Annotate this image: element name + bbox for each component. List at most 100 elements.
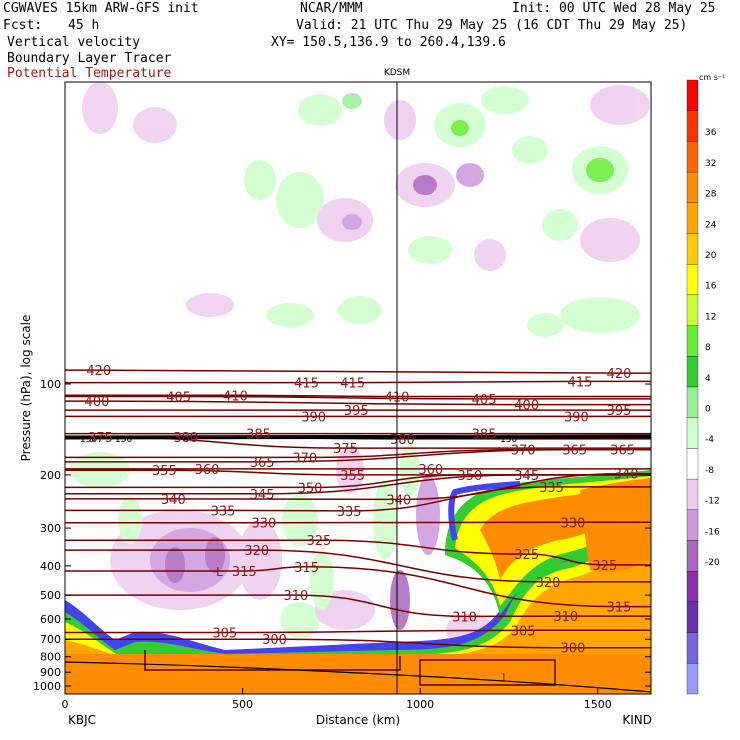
theta-label: 370 [292,451,317,466]
colorbar-level: -20 [705,558,720,568]
tracer-label: 150 [80,435,97,445]
theta-contour [65,380,651,384]
theta-label: 350 [457,469,482,484]
x-tick-label: 0 [62,698,69,711]
theta-label: 325 [514,548,539,563]
theta-label: 315 [232,565,257,580]
theta-label: 375 [333,442,358,457]
colorbar-swatch [686,601,699,633]
theta-label: 340 [614,468,639,483]
theta-label: 360 [195,463,220,478]
theta-label: 310 [283,589,308,604]
y-tick-label: 800 [40,651,61,664]
colorbar-swatch [686,233,699,265]
theta-contour [65,594,651,618]
boundary-layer-tracer [65,434,651,693]
theta-label: 315 [294,561,319,576]
theta-label: 340 [161,493,186,508]
colorbar-swatch [686,171,699,203]
theta-label: 320 [536,576,561,591]
theta-label: 420 [607,367,632,382]
theta-label: 335 [539,481,564,496]
y-tick-label: 600 [40,613,61,626]
theta-contour [65,369,651,374]
x-tick-label: 1000 [406,698,434,711]
y-tick-label: 300 [40,522,61,535]
theta-label: 385 [246,428,271,443]
y-tick-label: 1000 [33,680,61,693]
theta-label: 395 [607,404,632,419]
colorbar: 36 32 28 24 20 16 12 8 4 0 -4 -8 -12 -16 -20 [686,79,720,695]
colorbar-swatch [686,571,699,603]
theta-label: 365 [250,456,275,471]
colorbar-unit: cm s⁻¹ [699,73,725,82]
colorbar-level: -8 [705,466,714,476]
colorbar-swatch [686,294,699,326]
colorbar-swatch [686,202,699,234]
theta-label: 330 [251,517,276,532]
theta-label: 310 [553,610,578,625]
theta-contour [65,469,651,476]
theta-label: 355 [152,464,177,479]
theta-label: 355 [340,469,365,484]
theta-label: 380 [390,433,415,448]
theta-label: 400 [514,399,539,414]
theta-label: 330 [560,516,585,531]
colorbar-swatch [686,79,699,111]
theta-label: 415 [568,375,593,390]
theta-label: 325 [307,534,332,549]
organization: NCAR/MMM [300,1,363,16]
theta-label: 315 [607,601,632,616]
y-tick-label: 500 [40,589,61,602]
forecast-hours: 45 h [68,18,100,33]
theta-label: 380 [173,431,198,446]
theta-contour [65,394,651,398]
theta-contour [65,629,651,634]
colorbar-level: -4 [705,435,714,445]
x-axis-ticks: 0 500 1000 1500 [62,688,612,711]
colorbar-swatch [686,264,699,296]
colorbar-level: 20 [705,251,717,261]
theta-label: 325 [592,559,617,574]
y-axis-label: Pressure (hPa), log scale [19,315,33,462]
colorbar-swatch [686,141,699,173]
theta-contour [65,638,651,649]
plot-frame [64,81,652,695]
theta-label: 350 [298,481,323,496]
y-tick-label: 900 [40,666,61,679]
colorbar-level: 0 [705,404,711,414]
colorbar-swatch [686,110,699,142]
colorbar-swatch [686,663,699,695]
theta-contour [65,539,651,566]
theta-contour [65,486,651,512]
x-axis-right-station: KIND [622,713,652,727]
forecast-label: Fcst: [3,18,43,33]
colorbar-level: 12 [705,312,716,322]
theta-label: 345 [250,488,275,503]
colorbar-level: -12 [705,497,720,507]
theta-label: 410 [223,389,248,404]
colorbar-swatch [686,356,699,388]
colorbar-level: 32 [705,159,716,169]
low-label: L [502,671,509,685]
cross-section-endpoints: XY= 150.5,136.9 to 260.4,139.6 [271,35,506,50]
colorbar-level: 28 [705,190,717,200]
theta-label: 310 [452,610,477,625]
x-tick-label: 1500 [584,698,612,711]
y-tick-label: 200 [40,469,61,482]
theta-label: 305 [212,626,237,641]
station-marker-label: KDSM [384,68,410,78]
theta-label: 400 [85,395,110,410]
field-shaded-label: Vertical velocity [7,35,141,50]
theta-label: 390 [564,410,589,425]
colorbar-swatch [686,509,699,541]
theta-label: 415 [340,377,365,392]
theta-label: 360 [418,463,443,478]
theta-label: 335 [211,504,236,519]
y-tick-label: 700 [40,633,61,646]
theta-label: 300 [262,633,287,648]
tracer-label: 150 [500,435,517,445]
y-tick-label: 100 [40,378,61,391]
